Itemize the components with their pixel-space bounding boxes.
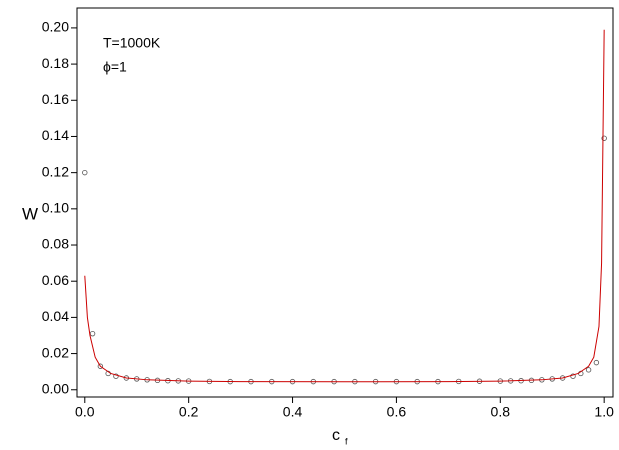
plot-frame <box>76 7 614 398</box>
y-tick-label: 0.06 <box>42 272 69 288</box>
y-tick-label: 0.20 <box>42 19 69 35</box>
x-tick-label: 0.6 <box>387 404 407 420</box>
data-point <box>97 363 104 369</box>
y-tick-label: 0.18 <box>42 55 69 71</box>
x-tick-label: 0.2 <box>179 404 199 420</box>
y-tick-label: 0.02 <box>42 344 69 360</box>
y-tick-label: 0.08 <box>42 236 69 252</box>
data-point <box>570 373 576 379</box>
x-tick-label: 0.0 <box>75 404 95 420</box>
x-axis-label: c <box>332 427 340 444</box>
data-point <box>601 135 607 141</box>
data-point <box>585 367 592 373</box>
data-point <box>593 359 600 366</box>
x-tick-label: 0.8 <box>491 404 511 420</box>
y-tick-label: 0.16 <box>42 91 69 107</box>
x-axis-label-subscript: f <box>345 436 348 446</box>
data-point <box>113 373 119 379</box>
y-tick-label: 0.04 <box>42 308 69 324</box>
x-tick-label: 1.0 <box>594 404 614 420</box>
y-axis-label: W <box>22 204 38 223</box>
annotation: ϕ=1 <box>103 59 127 75</box>
y-tick-label: 0.10 <box>42 200 69 216</box>
y-tick-label: 0.00 <box>42 380 69 396</box>
fit-line <box>84 29 605 383</box>
x-tick-label: 0.4 <box>283 404 303 420</box>
data-point <box>89 330 96 337</box>
y-tick-label: 0.14 <box>42 127 69 143</box>
annotation: T=1000K <box>103 35 161 51</box>
y-tick-label: 0.12 <box>42 163 69 179</box>
data-point <box>82 169 88 176</box>
